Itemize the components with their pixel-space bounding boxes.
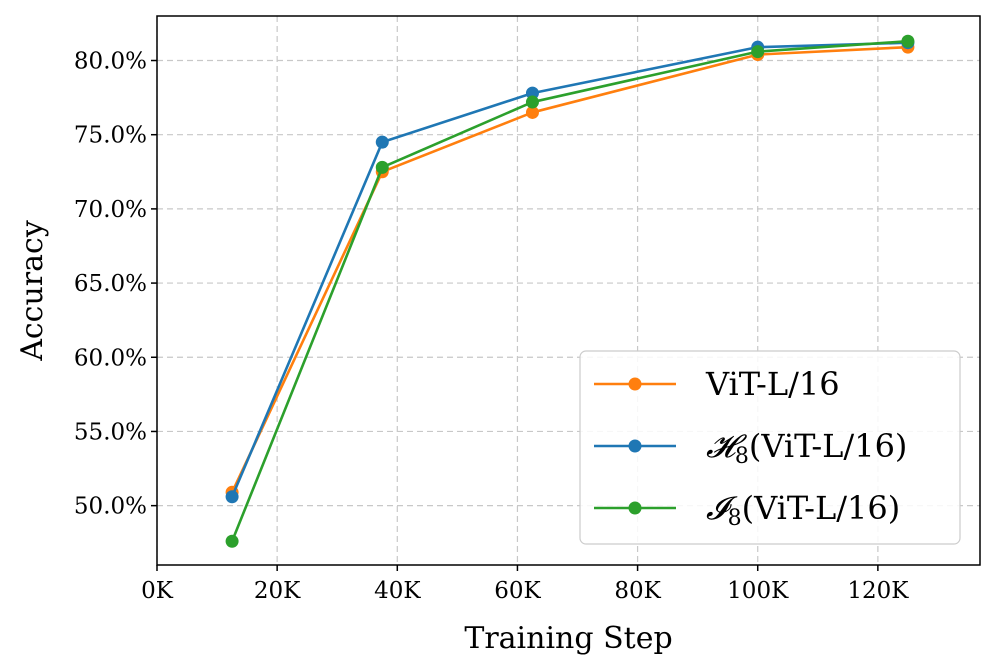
legend-item: 𝓘8(ViT-L/16) xyxy=(594,489,900,531)
data-point xyxy=(525,105,539,119)
x-tick-label: 120K xyxy=(847,578,909,604)
x-tick-label: 40K xyxy=(374,578,421,604)
x-tick-label: 0K xyxy=(141,578,174,604)
x-axis-title: Training Step xyxy=(464,621,672,656)
series-3 xyxy=(225,34,915,548)
legend-swatch-marker xyxy=(628,377,642,391)
data-point xyxy=(225,490,239,504)
y-tick-label: 75.0% xyxy=(74,123,147,149)
legend-swatch-marker xyxy=(628,439,642,453)
legend: ViT-L/16 𝓗8(ViT-L/16) 𝓘8(ViT-L/16) xyxy=(579,350,961,545)
y-tick-label: 70.0% xyxy=(74,197,147,223)
legend-swatch-marker xyxy=(628,501,642,515)
y-tick-label: 80.0% xyxy=(74,49,147,75)
legend-box xyxy=(579,350,961,545)
x-tick-label: 80K xyxy=(614,578,661,604)
data-point xyxy=(375,160,389,174)
y-tick-label: 50.0% xyxy=(74,494,147,520)
x-tick-label: 60K xyxy=(494,578,541,604)
y-tick-label: 65.0% xyxy=(74,271,147,297)
axis-ticks: 0K 20K 40K 60K 80K 100K 120K 50.0% 55.0% 60.0% 65.… xyxy=(74,49,909,604)
y-tick-label: 55.0% xyxy=(74,419,147,445)
data-point xyxy=(751,45,765,59)
series-layer xyxy=(225,34,915,548)
legend-item: 𝓗8(ViT-L/16) xyxy=(594,427,907,469)
y-axis-title: Accuracy xyxy=(15,220,50,362)
x-tick-label: 100K xyxy=(727,578,789,604)
legend-label: 𝓗8(ViT-L/16) xyxy=(706,427,907,469)
x-tick-label: 20K xyxy=(254,578,301,604)
legend-label: ViT-L/16 xyxy=(705,365,840,403)
plot-frame xyxy=(156,15,981,566)
data-point xyxy=(375,135,389,149)
legend-label: 𝓘8(ViT-L/16) xyxy=(706,489,900,531)
data-point xyxy=(901,34,915,48)
data-point xyxy=(525,86,539,100)
data-point xyxy=(525,95,539,109)
y-tick-label: 60.0% xyxy=(74,345,147,371)
data-point xyxy=(225,534,239,548)
legend-item: ViT-L/16 xyxy=(594,365,840,403)
